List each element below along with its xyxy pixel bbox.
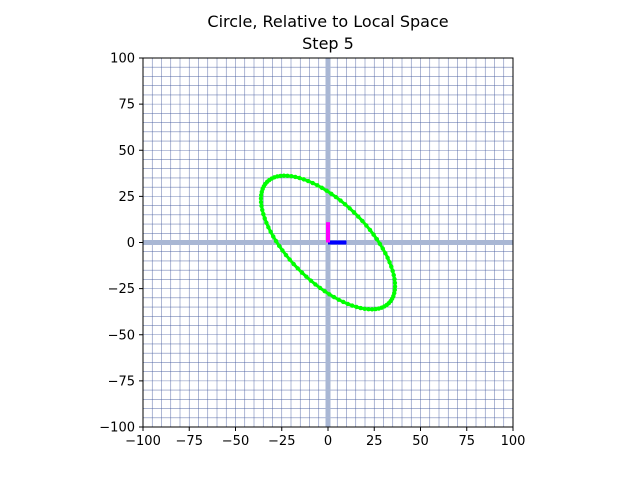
ellipse-point xyxy=(297,175,302,181)
ellipse-point xyxy=(293,174,298,180)
ellipse-point xyxy=(258,199,264,205)
ellipse-point xyxy=(364,223,369,228)
ellipse-point xyxy=(384,302,389,308)
x-tick-label: 50 xyxy=(412,434,429,449)
ellipse-point xyxy=(322,289,327,294)
ellipse-point xyxy=(331,294,337,300)
ellipse-point xyxy=(299,270,305,275)
ellipse-point xyxy=(268,229,273,235)
y-tick-label: 75 xyxy=(118,98,135,113)
ellipse-point xyxy=(289,173,294,179)
ellipse-point xyxy=(333,194,339,200)
ellipse-point xyxy=(324,188,329,193)
ellipse-point xyxy=(360,218,365,224)
y-tick-label: −100 xyxy=(99,421,135,436)
ellipse-point xyxy=(358,305,363,311)
ellipse-point xyxy=(287,257,292,262)
ellipse-point xyxy=(383,250,388,256)
ellipse-point xyxy=(369,307,375,312)
ellipse-point xyxy=(310,180,315,186)
ellipse-point xyxy=(315,183,320,188)
y-tick-label: −50 xyxy=(108,328,135,343)
x-tick-label: 75 xyxy=(458,434,475,449)
ellipse-point xyxy=(392,276,397,282)
ellipse-point xyxy=(259,192,264,198)
ellipse-point xyxy=(276,243,282,248)
x-tick-label: 0 xyxy=(324,434,332,449)
ellipse-point xyxy=(313,282,318,287)
x-tick-label: −50 xyxy=(222,434,249,449)
ellipse-point xyxy=(377,241,383,247)
ellipse-point xyxy=(319,185,325,191)
ellipse-point xyxy=(327,292,332,297)
y-tick-label: 100 xyxy=(110,52,135,67)
x-tick-label: 25 xyxy=(366,434,383,449)
ellipse-point xyxy=(283,252,289,258)
ellipse-point xyxy=(389,264,394,269)
x-tick-label: −25 xyxy=(268,434,295,449)
chart-subtitle: Step 5 xyxy=(302,34,354,53)
x-tick-label: −100 xyxy=(125,434,161,449)
ellipse-point xyxy=(392,280,398,286)
ellipse-point xyxy=(281,173,287,178)
ellipse-point xyxy=(317,285,323,291)
plot-area xyxy=(142,57,514,428)
ellipse-point xyxy=(356,214,361,219)
ellipse-point xyxy=(260,207,265,213)
ellipse-point xyxy=(366,307,371,312)
ellipse-point xyxy=(336,297,341,302)
ellipse-point xyxy=(338,198,343,203)
ellipse-point xyxy=(329,191,334,196)
ellipse-point xyxy=(347,206,352,211)
ellipse-point xyxy=(304,274,309,279)
x-tick-label: 100 xyxy=(501,434,526,449)
ellipse-point xyxy=(271,234,276,239)
ellipse-point xyxy=(273,238,279,244)
ellipse-point xyxy=(392,284,398,289)
ellipse-point xyxy=(295,266,300,271)
ellipse-point xyxy=(342,202,348,207)
ellipse-point xyxy=(266,225,271,230)
ellipse-point xyxy=(387,260,392,265)
ellipse-point xyxy=(367,227,373,233)
ellipse-point xyxy=(390,268,395,274)
y-tick-label: −75 xyxy=(108,374,135,389)
ellipse-point xyxy=(258,196,264,201)
ellipse-point xyxy=(280,248,285,253)
x-tick-label: −75 xyxy=(176,434,203,449)
ellipse-point xyxy=(391,272,396,278)
chart-title: Circle, Relative to Local Space xyxy=(207,12,448,31)
ellipse-point xyxy=(354,304,359,310)
y-tick-label: 50 xyxy=(118,144,135,159)
y-tick-label: 25 xyxy=(118,190,135,205)
ellipse-point xyxy=(380,246,385,251)
ellipse-point xyxy=(351,210,357,215)
ellipse-point xyxy=(261,211,266,217)
ellipse-point xyxy=(345,301,351,307)
ellipse-point xyxy=(341,299,346,305)
y-tick-label: 0 xyxy=(127,236,135,251)
ellipse-point xyxy=(385,255,390,260)
ellipse-point xyxy=(374,237,380,242)
ellipse-point xyxy=(305,178,311,184)
ellipse-point xyxy=(371,232,376,237)
ellipse-point xyxy=(301,177,306,182)
ellipse-point xyxy=(264,220,269,225)
ellipse-point xyxy=(350,303,355,308)
ellipse-point xyxy=(259,203,264,209)
ellipse-point xyxy=(392,287,397,293)
ellipse-point xyxy=(285,173,290,178)
ellipse-point xyxy=(291,261,296,267)
ellipse-point xyxy=(362,306,367,312)
ellipse-point xyxy=(262,216,267,221)
ellipse-point xyxy=(308,278,314,283)
y-tick-label: −25 xyxy=(108,282,135,297)
